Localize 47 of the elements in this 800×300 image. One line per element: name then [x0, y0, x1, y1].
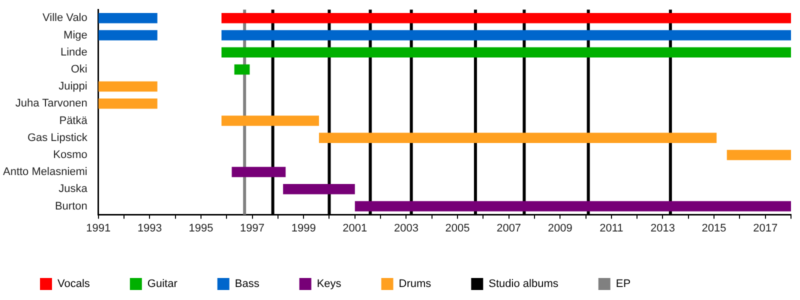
bar [222, 47, 791, 58]
y-tick-label: Oki [70, 63, 88, 76]
x-tick-label: 2007 [496, 222, 522, 234]
bar [354, 201, 791, 212]
x-tick-label: 1993 [137, 222, 162, 234]
legend-label: Vocals [58, 278, 90, 290]
y-tick-label: Ville Valo [42, 12, 88, 24]
legend-label: Studio albums [488, 278, 559, 290]
x-tick-label: 1991 [86, 222, 111, 234]
y-tick-label: Linde [60, 46, 88, 58]
legend-label: Bass [234, 278, 260, 290]
bar [98, 98, 158, 109]
y-tick-label: Pätkä [59, 114, 88, 127]
x-tick-label: 2005 [445, 222, 470, 234]
y-tick-label: Mige [64, 29, 88, 42]
x-tick-label: 2017 [753, 222, 778, 234]
bar [222, 13, 791, 24]
x-tick-label: 2011 [600, 222, 624, 234]
bar [98, 30, 158, 40]
legend-label: EP [616, 278, 631, 290]
bar [222, 30, 791, 40]
x-tick-label: 2001 [342, 222, 368, 234]
legend-label: Guitar [147, 278, 178, 290]
bar [98, 13, 158, 24]
x-tick-label: 2009 [548, 222, 572, 234]
x-tick-label: 1995 [188, 222, 214, 234]
y-tick-label: Burton [54, 200, 88, 212]
x-tick-label: 2015 [702, 222, 726, 234]
bar [318, 132, 717, 143]
bar [98, 81, 158, 92]
x-tick-label: 1997 [240, 222, 265, 234]
x-tick-label: 1999 [291, 222, 316, 234]
bar [726, 150, 791, 160]
bar [234, 64, 250, 75]
y-tick-label: Juska [58, 183, 88, 196]
y-tick-label: Juha Tarvonen [15, 98, 88, 110]
legend-label: Keys [316, 278, 342, 290]
x-tick-label: 2013 [650, 222, 675, 234]
bar [232, 166, 286, 178]
legend-label: Drums [398, 278, 432, 290]
y-tick-label: Juippi [58, 80, 88, 93]
y-tick-label: Antto Melasniemi [2, 166, 88, 178]
y-tick-label: Kosmo [53, 148, 88, 161]
x-tick-label: 2003 [394, 222, 418, 234]
y-tick-label: Gas Lipstick [27, 132, 88, 144]
bar [222, 116, 319, 126]
bar [283, 184, 355, 194]
